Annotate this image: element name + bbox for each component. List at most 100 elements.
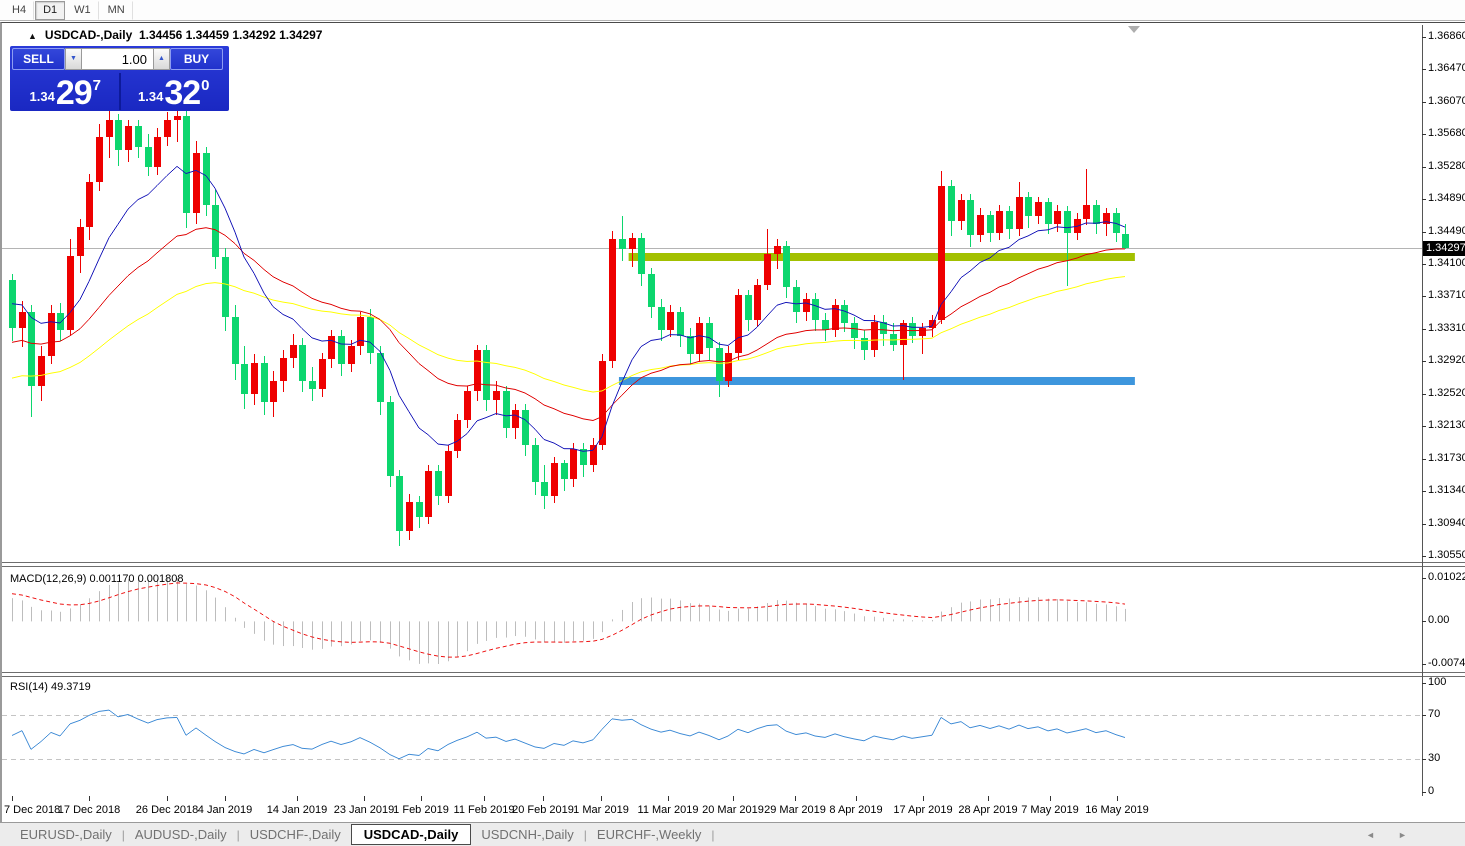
date-axis-tick bbox=[421, 796, 422, 801]
price-axis-label: 1.35280 bbox=[1428, 160, 1465, 172]
buy-price-big: 32 bbox=[164, 74, 201, 112]
price-axis-label-tick bbox=[1422, 524, 1426, 525]
price-axis-label-tick bbox=[1422, 69, 1426, 70]
date-axis-tick bbox=[12, 796, 13, 801]
price-axis-label-tick bbox=[1422, 264, 1426, 265]
chart-tab-usdcad[interactable]: USDCAD-,Daily bbox=[350, 824, 472, 845]
date-axis-label: 20 Mar 2019 bbox=[702, 804, 764, 816]
timeframe-button-w1[interactable]: W1 bbox=[66, 0, 99, 20]
chart-symbol-label: USDCAD-,Daily bbox=[44, 28, 133, 42]
price-axis-label-tick bbox=[1422, 199, 1426, 200]
chevron-up-icon: ▲ bbox=[158, 55, 165, 62]
date-axis-label: 1 Mar 2019 bbox=[573, 804, 629, 816]
rsi-axis-label-tick bbox=[1422, 715, 1426, 716]
date-axis-label: 4 Jan 2019 bbox=[197, 804, 253, 816]
buy-price-display[interactable]: 1.34 32 0 bbox=[121, 73, 228, 110]
timeframe-button-mn[interactable]: MN bbox=[100, 0, 133, 20]
scroll-to-end-icon[interactable] bbox=[1128, 26, 1140, 33]
date-axis-tick bbox=[856, 796, 857, 801]
date-axis-tick bbox=[364, 796, 365, 801]
price-axis-label-tick bbox=[1422, 296, 1426, 297]
price-axis-label: 1.31730 bbox=[1428, 452, 1465, 464]
trade-panel-divider bbox=[118, 73, 121, 110]
date-axis-label: 8 Apr 2019 bbox=[829, 804, 883, 816]
price-axis-border bbox=[1422, 25, 1423, 796]
pane-splitter-rsi[interactable] bbox=[2, 672, 1465, 677]
price-axis-label: 1.33310 bbox=[1428, 322, 1465, 334]
buy-button[interactable]: BUY bbox=[170, 48, 223, 70]
tab-separator: | bbox=[711, 827, 715, 842]
rsi-axis-label-tick bbox=[1422, 792, 1426, 793]
price-axis-label-tick bbox=[1422, 329, 1426, 330]
price-axis-label: 1.32130 bbox=[1428, 419, 1465, 431]
date-axis-tick bbox=[1050, 796, 1051, 801]
price-axis-label-tick bbox=[1422, 459, 1426, 460]
date-axis-label: 26 Dec 2018 bbox=[135, 804, 199, 816]
chart-tab-usdcnh[interactable]: USDCNH-,Daily bbox=[481, 827, 574, 842]
date-axis-tick bbox=[988, 796, 989, 801]
date-axis-label: 17 Dec 2018 bbox=[57, 804, 121, 816]
price-axis-label: 1.30550 bbox=[1428, 549, 1465, 561]
volume-increment-button[interactable]: ▲ bbox=[153, 48, 170, 70]
sell-price-display[interactable]: 1.34 29 7 bbox=[12, 73, 119, 110]
macd-axis-label-tick bbox=[1422, 664, 1426, 665]
collapse-trade-panel-icon[interactable]: ▲ bbox=[28, 31, 37, 41]
rsi-axis-label: 30 bbox=[1428, 752, 1441, 764]
macd-label: MACD(12,26,9) 0.001170 0.001808 bbox=[10, 573, 184, 585]
date-axis-tick bbox=[167, 796, 168, 801]
price-axis-label-tick bbox=[1422, 491, 1426, 492]
price-axis-label: 1.36470 bbox=[1428, 62, 1465, 74]
date-axis-tick bbox=[484, 796, 485, 801]
price-axis-label-tick bbox=[1422, 556, 1426, 557]
price-axis-label: 1.33710 bbox=[1428, 289, 1465, 301]
one-click-trade-panel: SELL ▼ ▲ BUY 1.34 29 7 1.34 32 0 bbox=[10, 46, 229, 111]
price-axis-label: 1.31340 bbox=[1428, 484, 1465, 496]
chevron-down-icon: ▼ bbox=[70, 55, 77, 62]
sell-button[interactable]: SELL bbox=[12, 48, 65, 70]
chart-tab-usdchf[interactable]: USDCHF-,Daily bbox=[249, 827, 341, 842]
date-axis-label: 7 May 2019 bbox=[1021, 804, 1079, 816]
timeframe-toolbar: H4 D1 W1 MN bbox=[0, 0, 1465, 21]
date-axis-label: 1 Feb 2019 bbox=[393, 804, 449, 816]
rsi-axis-label: 100 bbox=[1428, 676, 1447, 688]
sell-price-pip: 7 bbox=[92, 77, 101, 94]
date-axis-tick bbox=[225, 796, 226, 801]
macd-axis-label: -0.007477 bbox=[1428, 657, 1465, 669]
date-axis-label: 28 Apr 2019 bbox=[958, 804, 1018, 816]
tab-scroll-left-icon[interactable]: ◄ bbox=[1366, 830, 1375, 840]
date-axis-label: 11 Mar 2019 bbox=[637, 804, 699, 816]
main-chart-canvas[interactable] bbox=[2, 25, 1422, 564]
date-axis-tick bbox=[668, 796, 669, 801]
price-axis-label: 1.36070 bbox=[1428, 95, 1465, 107]
rsi-value: 49.3719 bbox=[50, 681, 91, 693]
price-axis-label-tick bbox=[1422, 232, 1426, 233]
macd-axis-label-tick bbox=[1422, 621, 1426, 622]
rsi-canvas[interactable] bbox=[2, 678, 1422, 796]
volume-decrement-button[interactable]: ▼ bbox=[65, 48, 82, 70]
timeframe-button-h4[interactable]: H4 bbox=[4, 0, 35, 20]
tab-scroll-right-icon[interactable]: ► bbox=[1398, 830, 1407, 840]
volume-input[interactable] bbox=[82, 48, 153, 70]
macd-canvas[interactable] bbox=[2, 570, 1422, 672]
chart-tab-eurchf[interactable]: EURCHF-,Weekly bbox=[596, 827, 702, 842]
price-axis-label-tick bbox=[1422, 102, 1426, 103]
pane-splitter-macd[interactable] bbox=[2, 562, 1465, 567]
date-axis-label: 16 May 2019 bbox=[1085, 804, 1149, 816]
timeframe-button-d1[interactable]: D1 bbox=[35, 0, 66, 20]
rsi-axis-label: 0 bbox=[1428, 785, 1435, 797]
date-axis-tick bbox=[89, 796, 90, 801]
date-axis-label: 11 Feb 2019 bbox=[453, 804, 515, 816]
date-axis-tick bbox=[543, 796, 544, 801]
price-axis-label: 1.36860 bbox=[1428, 30, 1465, 42]
tab-separator: | bbox=[121, 827, 125, 842]
price-axis-label: 1.35680 bbox=[1428, 127, 1465, 139]
date-axis-tick bbox=[601, 796, 602, 801]
tab-separator: | bbox=[583, 827, 587, 842]
date-axis-label: 14 Jan 2019 bbox=[266, 804, 328, 816]
chart-tab-eurusd[interactable]: EURUSD-,Daily bbox=[20, 827, 112, 842]
date-axis-label: 23 Jan 2019 bbox=[333, 804, 395, 816]
chart-ohlc-values: 1.34456 1.34459 1.34292 1.34297 bbox=[138, 28, 323, 42]
chart-tab-audusd[interactable]: AUDUSD-,Daily bbox=[134, 827, 227, 842]
macd-axis-label-tick bbox=[1422, 578, 1426, 579]
date-axis-label: 17 Apr 2019 bbox=[893, 804, 953, 816]
